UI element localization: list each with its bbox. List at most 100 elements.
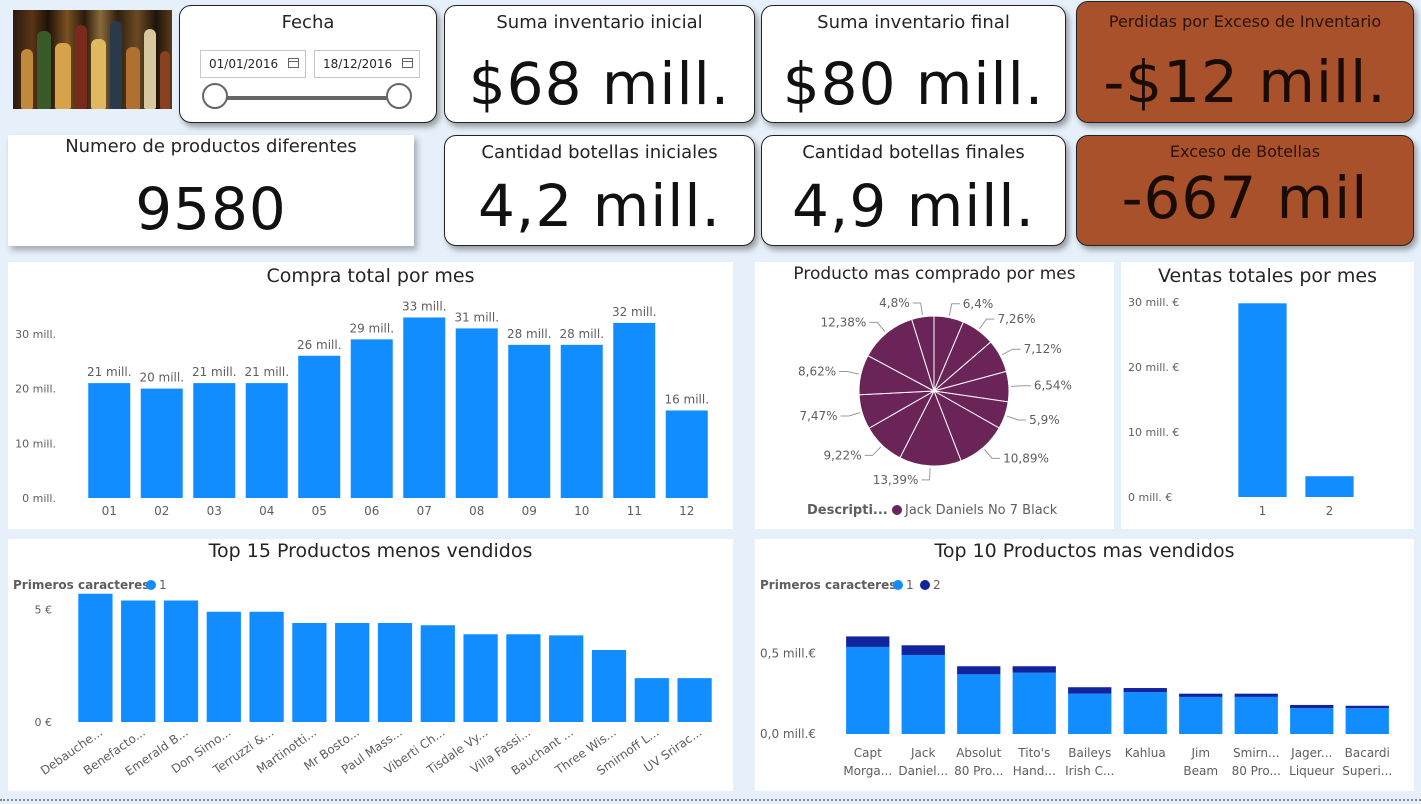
producto-mes-panel: Producto mas comprado por mes 6,4% 7,26% 7… — [755, 262, 1114, 529]
bar-series-2 — [1234, 693, 1278, 697]
bar — [549, 635, 584, 722]
kpi-exceso-botellas: Exceso de Botellas -667 mil — [1076, 135, 1414, 246]
bar — [249, 611, 284, 722]
x-tick-label: 07 — [417, 504, 432, 518]
x-tick-label: 01 — [102, 504, 117, 518]
kpi-inventario-inicial: Suma inventario inicial $68 mill. — [444, 5, 755, 123]
bar-series-1 — [1234, 696, 1278, 734]
bar — [206, 611, 241, 722]
legend-title: Primeros caracteres — [13, 578, 149, 592]
page-divider — [0, 799, 1421, 801]
ventas-mes-chart: 0 mill. € 10 mill. € 20 mill. € 30 mill. € 1… — [1128, 296, 1354, 518]
kpi-value: $80 mill. — [782, 50, 1045, 118]
leader-line — [1001, 348, 1021, 356]
legend-marker — [893, 580, 903, 590]
slice-label: 12,38% — [821, 315, 867, 329]
data-label: 21 mill. — [87, 365, 132, 379]
x-tick-label: Kahlua — [1125, 746, 1166, 760]
data-label: 31 mill. — [454, 310, 499, 324]
bar-series-1 — [1123, 692, 1167, 734]
kpi-label: Perdidas por Exceso de Inventario — [1108, 12, 1382, 31]
bar-series-1 — [1012, 672, 1056, 734]
slice-label: 7,12% — [1024, 342, 1062, 356]
calendar-icon[interactable] — [288, 58, 299, 68]
kpi-value: 4,2 mill. — [478, 172, 721, 240]
bar — [1238, 303, 1287, 497]
date-range-start-handle[interactable] — [202, 83, 228, 109]
slice-label: 6,4% — [963, 297, 994, 311]
slice-label: 7,26% — [997, 312, 1035, 326]
bar-series-2 — [1123, 688, 1167, 693]
kpi-label: Exceso de Botellas — [1169, 142, 1321, 161]
legend-title: Descripti... — [807, 503, 888, 518]
x-tick-label: Absolut — [956, 746, 1001, 760]
x-tick-label: Tito's — [1017, 746, 1050, 760]
start-date-input[interactable]: 01/01/2016 — [200, 50, 306, 78]
end-date-input[interactable]: 18/12/2016 — [314, 50, 420, 78]
bar — [403, 317, 446, 498]
bar — [455, 328, 498, 498]
x-tick-label: 04 — [259, 504, 274, 518]
menos-vendidos-panel: Top 15 Productos menos vendidos Primeros… — [8, 539, 733, 791]
bar — [121, 600, 156, 722]
x-tick-label: Jager... — [1290, 746, 1332, 760]
kpi-value: 4,9 mill. — [792, 172, 1035, 240]
compra-mes-chart: 0 mill. 10 mill. 20 mill. 30 mill. 21 mill. 0… — [15, 299, 709, 518]
leader-line — [921, 467, 931, 481]
calendar-icon[interactable] — [402, 58, 413, 68]
kpi-label: Suma inventario final — [817, 12, 1010, 33]
x-tick-label: 80 Pro... — [954, 764, 1003, 778]
bar-series-1 — [846, 646, 890, 734]
y-tick-label: 20 mill. — [15, 383, 56, 396]
legend-label: 1 — [906, 578, 914, 592]
kpi-label: Cantidad botellas iniciales — [481, 142, 718, 163]
bar — [140, 388, 183, 498]
pie-slice — [899, 389, 962, 467]
mas-vendidos-chart: Primeros caracteres 1 2 0,0 mill.€ 0,5 mill.… — [760, 578, 1392, 778]
kpi-label: Numero de productos diferentes — [65, 136, 357, 157]
data-label: 26 mill. — [297, 338, 342, 352]
x-tick-label: Baileys — [1068, 746, 1111, 760]
kpi-value: -667 mil — [1121, 164, 1369, 232]
data-label: 28 mill. — [559, 327, 604, 341]
slice-label: 6,54% — [1034, 379, 1072, 393]
legend-label: 2 — [933, 578, 941, 592]
x-tick-label: 06 — [364, 504, 379, 518]
bar — [163, 600, 199, 722]
bar — [88, 383, 131, 498]
x-tick-label: 80 Pro... — [1232, 764, 1281, 778]
liquor-bottles-image — [13, 10, 172, 109]
date-range-end-handle[interactable] — [386, 83, 412, 109]
kpi-botellas-finales: Cantidad botellas finales 4,9 mill. — [761, 135, 1066, 246]
bar — [335, 623, 370, 722]
x-tick-label: Jim — [1190, 746, 1210, 760]
bar — [193, 383, 236, 498]
data-label: 28 mill. — [507, 327, 552, 341]
bar-series-1 — [1345, 708, 1389, 734]
x-tick-label: Morga... — [843, 764, 892, 778]
chart-title: Top 10 Productos mas vendidos — [934, 540, 1235, 562]
bar-series-1 — [1290, 708, 1334, 734]
slice-label: 7,47% — [799, 409, 837, 423]
data-label: 20 mill. — [139, 371, 184, 385]
leader-line — [864, 446, 882, 456]
data-label: 32 mill. — [612, 305, 657, 319]
bar-series-1 — [1179, 696, 1223, 734]
x-tick-label: Hand... — [1013, 764, 1056, 778]
slice-label: 10,89% — [1003, 451, 1049, 465]
x-tick-label: 09 — [522, 504, 537, 518]
x-tick-label: Bacardi — [1345, 746, 1390, 760]
data-label: 33 mill. — [402, 299, 447, 313]
bar-series-2 — [1012, 666, 1056, 673]
kpi-botellas-iniciales: Cantidad botellas iniciales 4,2 mill. — [444, 135, 755, 246]
data-label: 29 mill. — [349, 321, 394, 335]
y-tick-label: 0 mill. € — [1128, 491, 1172, 504]
bar — [245, 383, 288, 498]
data-label: 21 mill. — [244, 365, 289, 379]
bar — [420, 625, 455, 722]
bar-series-2 — [957, 666, 1001, 675]
date-range-track[interactable] — [216, 96, 400, 100]
bar — [292, 623, 327, 722]
bar — [591, 650, 627, 722]
x-tick-label: 02 — [154, 504, 169, 518]
